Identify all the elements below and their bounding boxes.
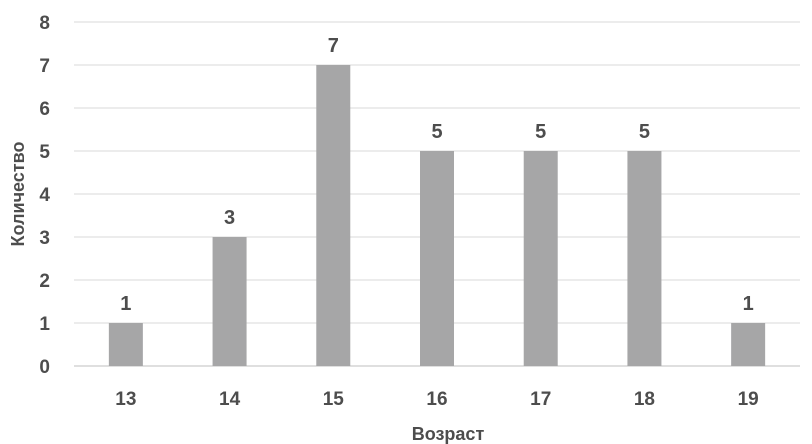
y-tick-label: 7 (39, 56, 50, 77)
data-label-19: 1 (743, 293, 754, 315)
bar-13 (108, 323, 143, 366)
bar-18 (627, 151, 662, 366)
bar-17 (523, 151, 558, 366)
y-axis-title: Количество (8, 142, 28, 247)
y-tick-label: 5 (39, 142, 50, 163)
y-tick-label: 6 (39, 99, 50, 120)
data-label-15: 7 (328, 35, 339, 57)
y-tick-label: 4 (39, 185, 50, 206)
y-axis-ticks: 0 1 2 3 4 5 6 7 8 (39, 13, 50, 378)
x-tick-label-14: 14 (219, 389, 241, 410)
data-labels: 1 3 7 5 5 5 1 (120, 35, 753, 315)
bar-16 (420, 151, 454, 366)
data-label-18: 5 (639, 121, 650, 143)
y-tick-label: 0 (39, 357, 50, 378)
data-label-13: 1 (120, 293, 131, 315)
y-tick-label: 1 (39, 314, 50, 335)
x-tick-label-15: 15 (323, 389, 345, 410)
x-tick-label-13: 13 (115, 389, 136, 410)
bars (108, 65, 766, 366)
x-tick-label-19: 19 (738, 389, 759, 410)
x-tick-label-18: 18 (634, 389, 655, 410)
y-tick-label: 3 (39, 228, 50, 249)
bar-19 (731, 323, 766, 366)
bar-15 (316, 65, 351, 366)
data-label-17: 5 (535, 121, 546, 143)
bar-14 (212, 237, 247, 366)
data-label-14: 3 (224, 207, 235, 229)
x-tick-label-16: 16 (426, 389, 447, 410)
x-tick-label-17: 17 (530, 389, 551, 410)
data-label-16: 5 (431, 121, 442, 143)
y-tick-label: 8 (39, 13, 50, 34)
x-axis-ticks: 13 14 15 16 17 18 19 (115, 389, 758, 410)
x-axis-title: Возраст (412, 424, 485, 444)
y-tick-label: 2 (39, 271, 50, 292)
